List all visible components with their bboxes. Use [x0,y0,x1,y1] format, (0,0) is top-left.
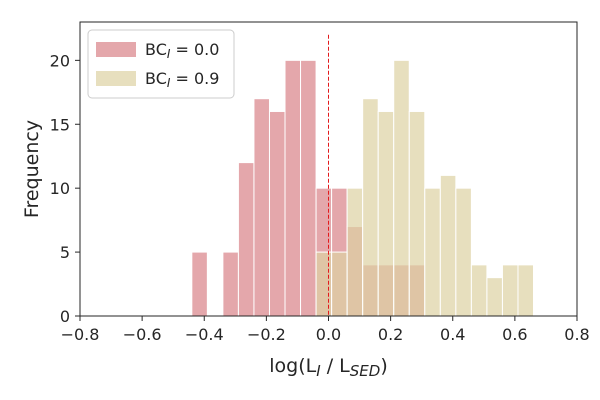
bar-series1-bin4 [377,110,395,317]
x-tick-label: −0.4 [185,325,224,344]
bar-series0-bin4 [268,110,286,317]
bar-series1-bin2 [346,187,364,317]
bar-series1-bin12 [501,264,519,317]
bar-series1-bin5 [393,59,410,317]
bar-series0-bin1 [222,251,239,317]
y-tick-label: 0 [60,307,70,326]
x-tick-label: 0.6 [502,325,527,344]
y-tick-label: 15 [50,115,70,134]
bar-series0-bin5 [284,59,302,317]
y-axis-label: Frequency [21,120,43,218]
x-axis-label: log(LI / LSED) [269,355,387,380]
y-tick-label: 5 [60,243,70,262]
x-tick-label: −0.2 [247,325,286,344]
y-tick-label: 10 [50,179,70,198]
legend-label: BCI = 0.0 [145,40,219,61]
bar-series1-bin11 [486,277,503,317]
x-tick-label: −0.8 [61,325,100,344]
bar-series0-bin2 [237,162,255,317]
legend-swatch [96,42,136,57]
bar-series1-bin1 [331,251,348,317]
y-tick-label: 20 [50,51,70,70]
bar-series1-bin6 [408,110,426,317]
bar-series1-bin9 [455,187,472,317]
legend-swatch [96,71,136,86]
ticks-layer: −0.8 −0.6 −0.4 −0.2 0.0 0.2 0.4 0.6 0.8 0 5 10 15 20 [50,51,590,344]
bar-series1-bin13 [517,264,535,317]
bar-series1-bin7 [424,187,441,317]
x-tick-label: −0.6 [123,325,162,344]
legend: BCI = 0.0 BCI = 0.9 [87,29,235,99]
x-tick-label: 0.2 [378,325,403,344]
legend-label: BCI = 0.9 [145,69,219,90]
bar-series1-bin8 [439,174,457,317]
x-tick-label: 0.0 [316,325,341,344]
x-tick-label: 0.4 [440,325,465,344]
bar-series1-bin10 [470,264,488,317]
bar-series0-bin3 [253,98,270,317]
x-tick-label: 0.8 [564,325,589,344]
bar-series1-bin3 [362,98,379,317]
bars-layer [191,59,535,317]
bar-series0-bin6 [300,59,317,317]
bar-series1-bin0 [315,251,333,317]
bar-series0-bin0 [191,251,208,317]
